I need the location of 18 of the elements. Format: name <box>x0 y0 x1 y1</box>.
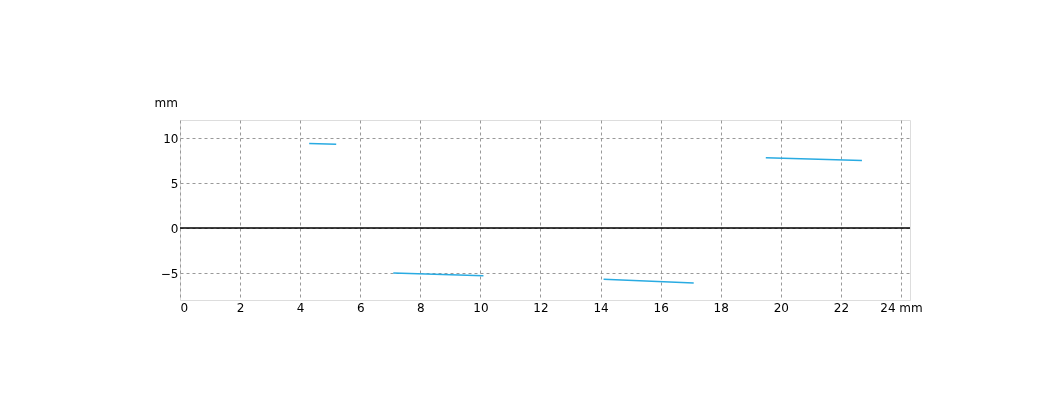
x-tick-label: 0 <box>180 300 189 315</box>
x-tick-label: 14 <box>593 300 609 315</box>
y-tick-label: 0 <box>170 221 179 236</box>
x-tick-label: 6 <box>356 300 365 315</box>
x-tick-label: 10 <box>473 300 489 315</box>
y-tick-label: 5 <box>170 176 179 191</box>
x-tick-label: 24 mm <box>880 300 923 315</box>
x-tick-label: 8 <box>417 300 425 315</box>
y-axis-title: mm <box>154 96 178 110</box>
x-tick-label: 12 <box>533 300 549 315</box>
x-tick-label: 16 <box>653 300 669 315</box>
x-tick-label: 20 <box>773 300 789 315</box>
x-tick-label: 18 <box>713 300 729 315</box>
y-tick-label: 10 <box>163 131 179 146</box>
x-tick-label: 4 <box>296 300 305 315</box>
x-tick-label: 22 <box>833 300 850 315</box>
y-tick-label: −5 <box>160 266 179 281</box>
x-tick-label: 2 <box>236 300 245 315</box>
